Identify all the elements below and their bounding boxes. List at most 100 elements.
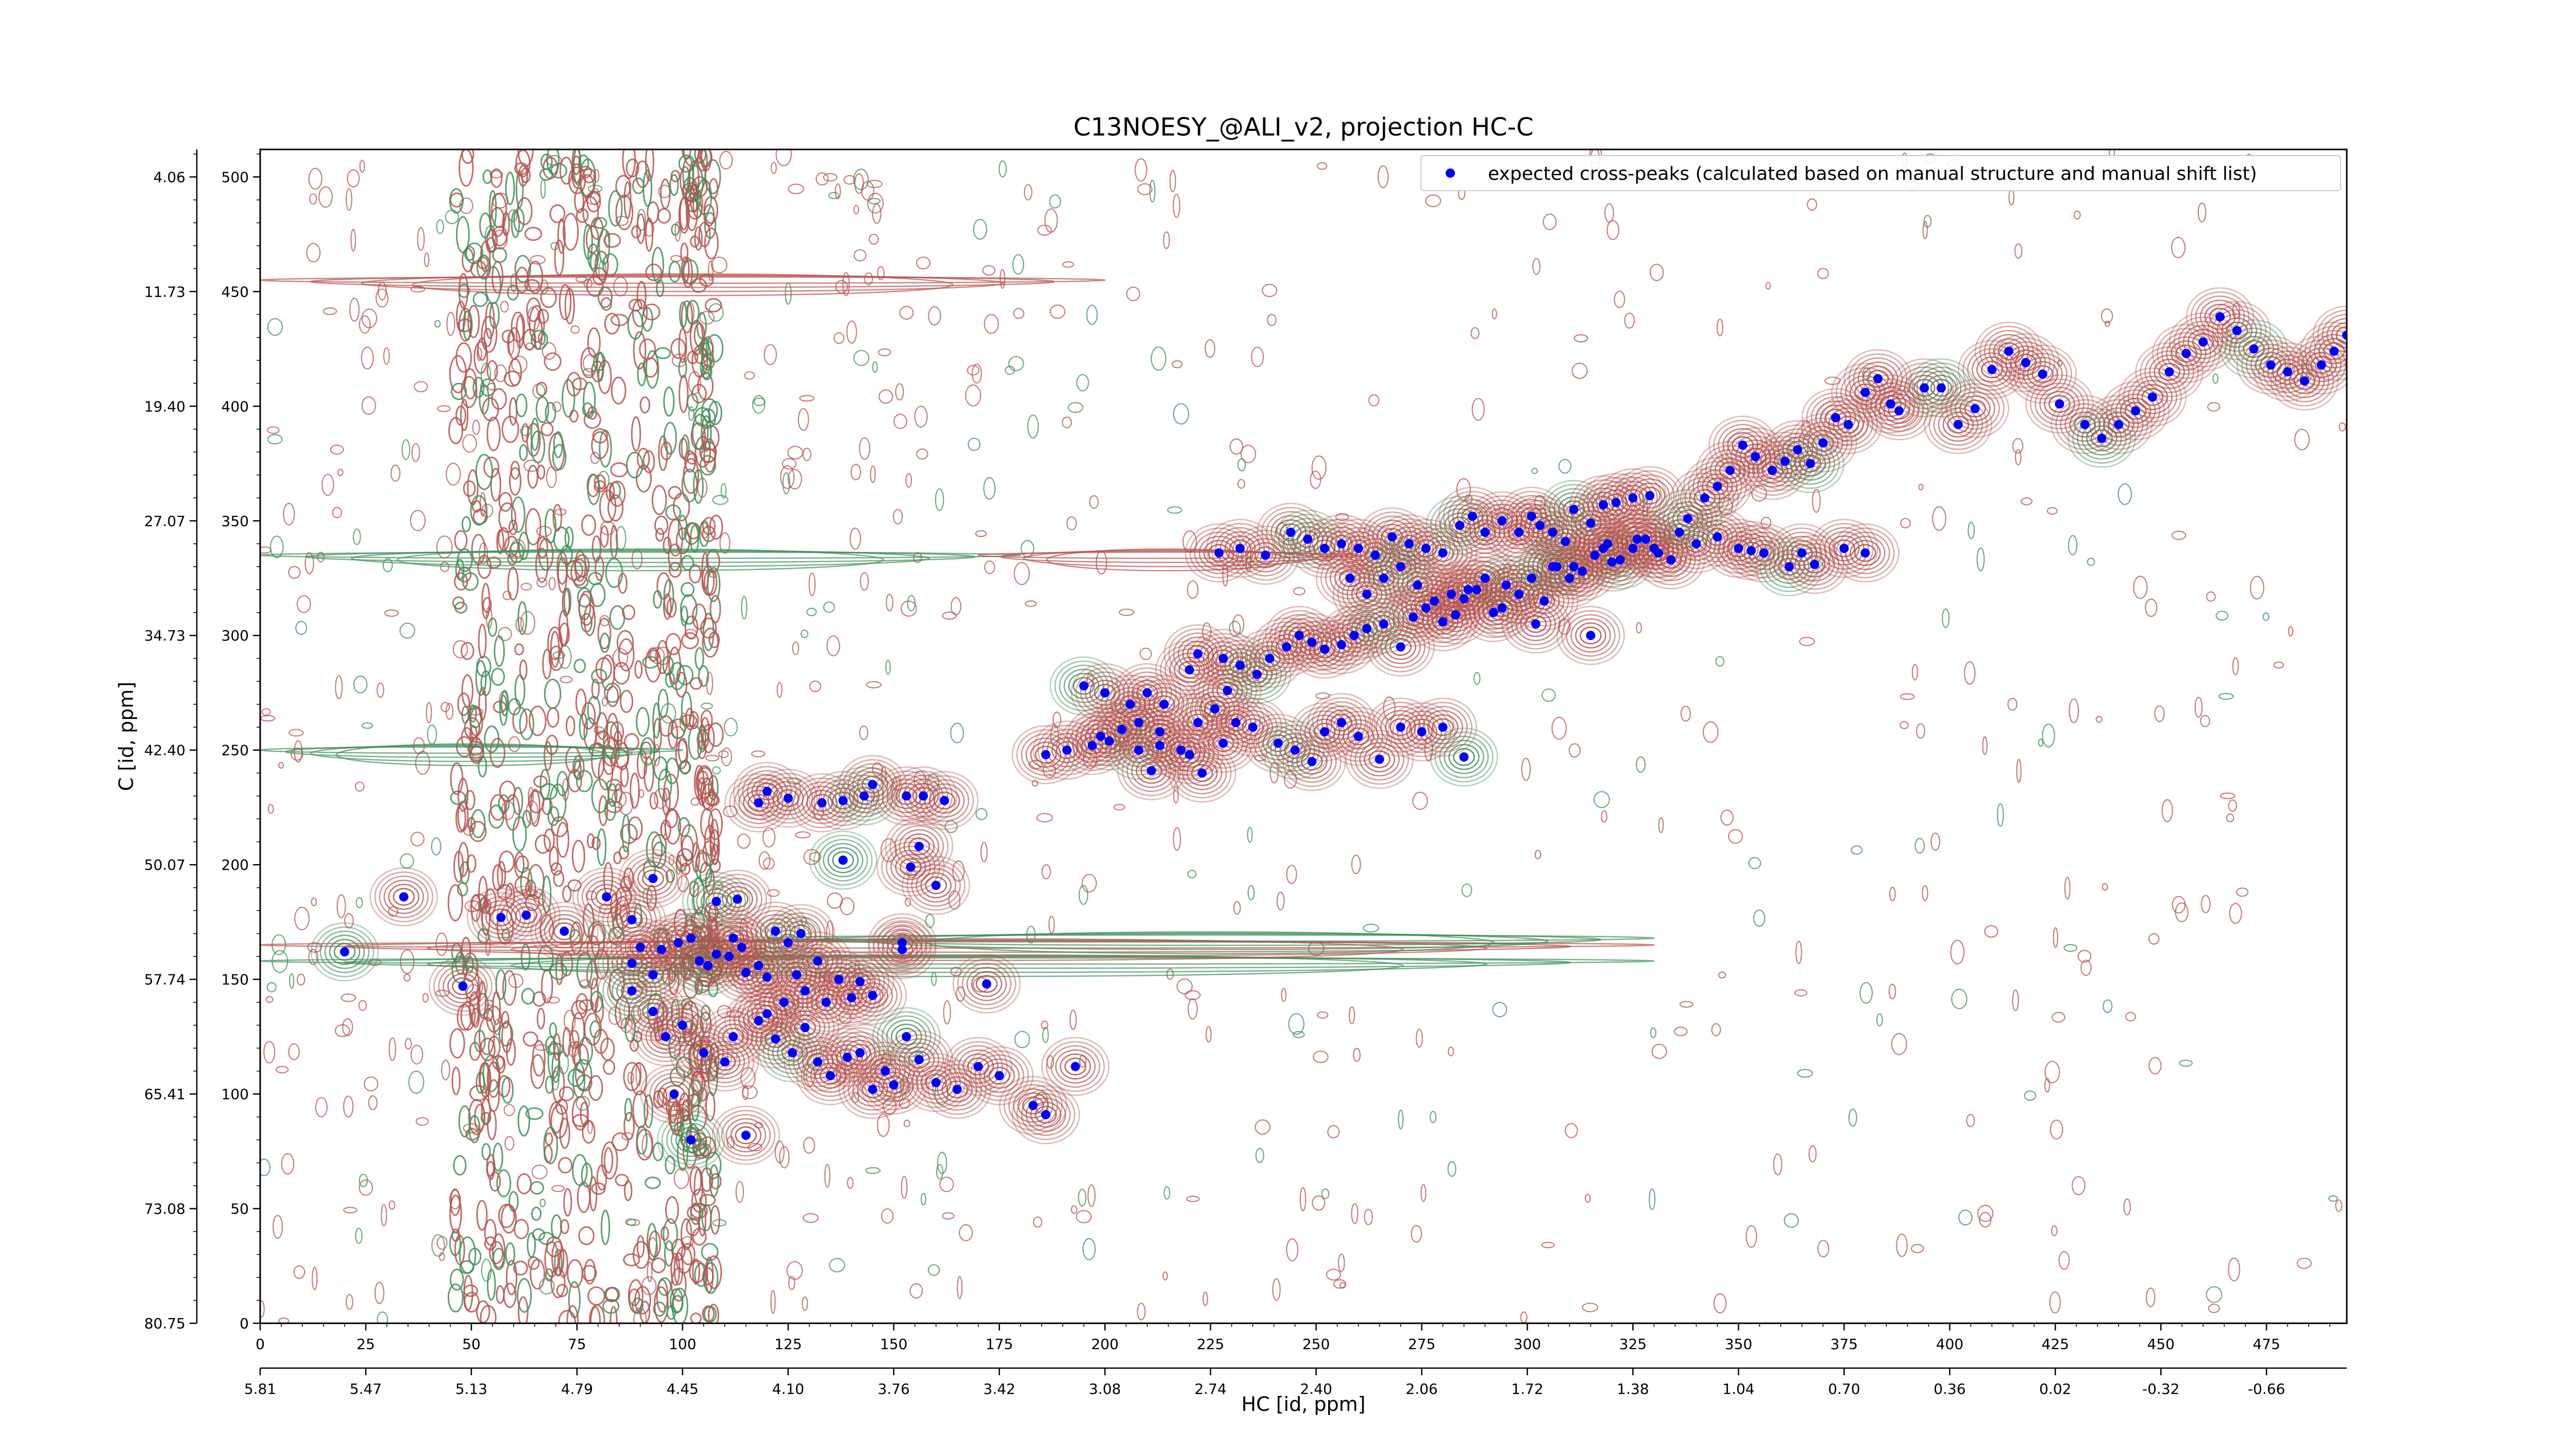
ridge-contour xyxy=(468,738,484,764)
peak-contour xyxy=(1368,565,1400,592)
cross-peak-marker xyxy=(673,938,683,948)
ridge-contour xyxy=(486,416,501,451)
ridge-contour xyxy=(654,1286,669,1323)
cross-peak-marker xyxy=(1417,727,1427,737)
noise-contour xyxy=(927,1264,940,1276)
y-axis-title: C [id, ppm] xyxy=(115,682,138,791)
peak-contour xyxy=(999,1076,1067,1135)
ridge-contour xyxy=(516,1173,532,1194)
cross-peak-marker xyxy=(2038,369,2047,379)
peak-contour xyxy=(2064,407,2106,442)
ridge-contour xyxy=(455,804,466,833)
ridge-contour xyxy=(696,849,708,873)
peak-contour xyxy=(544,914,585,949)
ridge-contour xyxy=(658,435,668,471)
ridge-contour xyxy=(703,204,715,227)
ridge-contour xyxy=(678,358,687,379)
noise-contour xyxy=(1922,221,1928,240)
noise-contour xyxy=(741,596,748,620)
peak-contour xyxy=(747,997,788,1031)
ridge-contour xyxy=(530,1054,546,1089)
cross-peak-marker xyxy=(1615,555,1625,565)
noise-contour xyxy=(753,397,766,407)
peak-contour xyxy=(797,1044,838,1080)
peak-contour xyxy=(920,872,952,899)
cross-peak-marker xyxy=(627,958,637,968)
ridge-contour xyxy=(514,876,531,894)
peak-contour xyxy=(656,1110,725,1170)
cross-peak-marker xyxy=(1353,732,1363,741)
ridge-contour xyxy=(609,1306,618,1323)
ridge-contour xyxy=(693,765,705,800)
cross-peak-marker xyxy=(1569,504,1579,514)
noise-contour xyxy=(612,648,629,667)
noise-contour xyxy=(1267,314,1277,326)
noise-contour xyxy=(1651,1043,1667,1059)
cross-peak-marker xyxy=(1176,745,1186,755)
ridge-contour xyxy=(502,212,510,237)
ridge-contour xyxy=(611,376,626,405)
noise-contour xyxy=(1914,838,1925,854)
peak-contour xyxy=(1316,522,1367,565)
peak-contour xyxy=(1469,519,1501,546)
noise-contour xyxy=(359,159,365,173)
x-tick-label: 0 xyxy=(256,1336,265,1353)
peak-contour xyxy=(1041,1037,1110,1096)
noise-contour xyxy=(762,857,775,870)
cross-peak-marker xyxy=(1379,574,1388,583)
ridge-contour xyxy=(501,1076,514,1104)
noise-contour xyxy=(355,897,363,908)
peak-contour xyxy=(329,938,361,965)
peak-contour xyxy=(649,917,708,968)
noise-contour xyxy=(1456,478,1471,501)
peak-contour xyxy=(1444,739,1484,774)
ridge-contour xyxy=(467,305,480,339)
peak-contour xyxy=(369,867,438,926)
noise-contour xyxy=(306,243,321,263)
cross-peak-marker xyxy=(1455,520,1465,530)
noise-contour xyxy=(935,488,944,511)
ridge-contour xyxy=(547,806,560,827)
ridge-contour xyxy=(623,1111,635,1140)
ridge-contour xyxy=(486,228,498,252)
noise-contour xyxy=(267,434,283,445)
peak-contour xyxy=(2069,411,2101,438)
ridge-contour xyxy=(558,1249,568,1278)
cross-peak-marker xyxy=(1738,440,1748,450)
noise-contour xyxy=(2179,1059,2193,1067)
ridge-contour xyxy=(455,300,466,332)
ridge-contour xyxy=(514,643,524,656)
noise-contour xyxy=(1075,1210,1092,1223)
x-ppm-tick-label: 5.81 xyxy=(244,1380,276,1397)
peak-contour xyxy=(1244,714,1313,773)
cross-peak-marker xyxy=(1396,562,1405,571)
noise-contour xyxy=(334,1024,350,1037)
peak-contour xyxy=(1330,714,1353,732)
peak-contour xyxy=(1803,426,1843,460)
streak-contour xyxy=(260,276,1106,284)
noise-contour xyxy=(744,371,755,380)
legend: expected cross-peaks (calculated based o… xyxy=(1420,155,2341,191)
ridge-contour xyxy=(465,790,476,811)
cross-peak-marker xyxy=(902,791,911,801)
peak-contour xyxy=(794,982,816,1000)
noise-contour xyxy=(336,894,346,918)
noise-contour xyxy=(1604,203,1614,223)
noise-contour xyxy=(864,272,873,285)
peak-contour xyxy=(2317,310,2347,361)
noise-contour xyxy=(1751,485,1767,502)
ridge-contour xyxy=(600,525,609,548)
ridge-contour xyxy=(680,760,691,775)
peak-contour xyxy=(792,939,843,983)
ridge-contour xyxy=(629,298,642,312)
ridge-contour xyxy=(548,645,564,671)
peak-contour xyxy=(1071,711,1130,762)
ridge-contour xyxy=(645,217,654,252)
peak-contour xyxy=(742,770,792,813)
cross-peak-marker xyxy=(868,1085,877,1094)
cross-peak-marker xyxy=(1514,528,1524,537)
peak-contour xyxy=(2027,361,2059,387)
noise-contour xyxy=(260,1158,271,1176)
noise-contour xyxy=(2052,1012,2065,1023)
noise-contour xyxy=(1614,291,1625,308)
